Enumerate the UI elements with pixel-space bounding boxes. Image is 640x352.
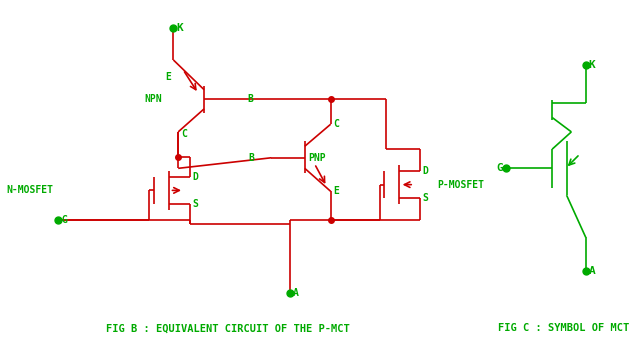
Text: C: C [181,129,187,139]
Text: D: D [423,166,429,176]
Text: B: B [248,153,254,163]
Text: G: G [61,215,67,225]
Text: K: K [589,60,595,70]
Text: E: E [166,72,172,82]
Text: D: D [193,172,198,182]
Text: PNP: PNP [308,153,326,163]
Text: K: K [176,23,183,33]
Text: B: B [247,94,253,104]
Text: S: S [423,193,429,203]
Text: FIG C : SYMBOL OF MCT: FIG C : SYMBOL OF MCT [498,323,629,333]
Text: C: C [333,119,339,129]
Text: A: A [293,288,299,298]
Text: G: G [497,163,503,173]
Text: NPN: NPN [145,94,163,104]
Text: S: S [193,199,198,209]
Text: P-MOSFET: P-MOSFET [437,180,484,190]
Text: FIG B : EQUIVALENT CIRCUIT OF THE P-MCT: FIG B : EQUIVALENT CIRCUIT OF THE P-MCT [106,323,350,333]
Text: N-MOSFET: N-MOSFET [6,186,54,195]
Text: E: E [333,186,339,196]
Text: A: A [589,266,595,276]
